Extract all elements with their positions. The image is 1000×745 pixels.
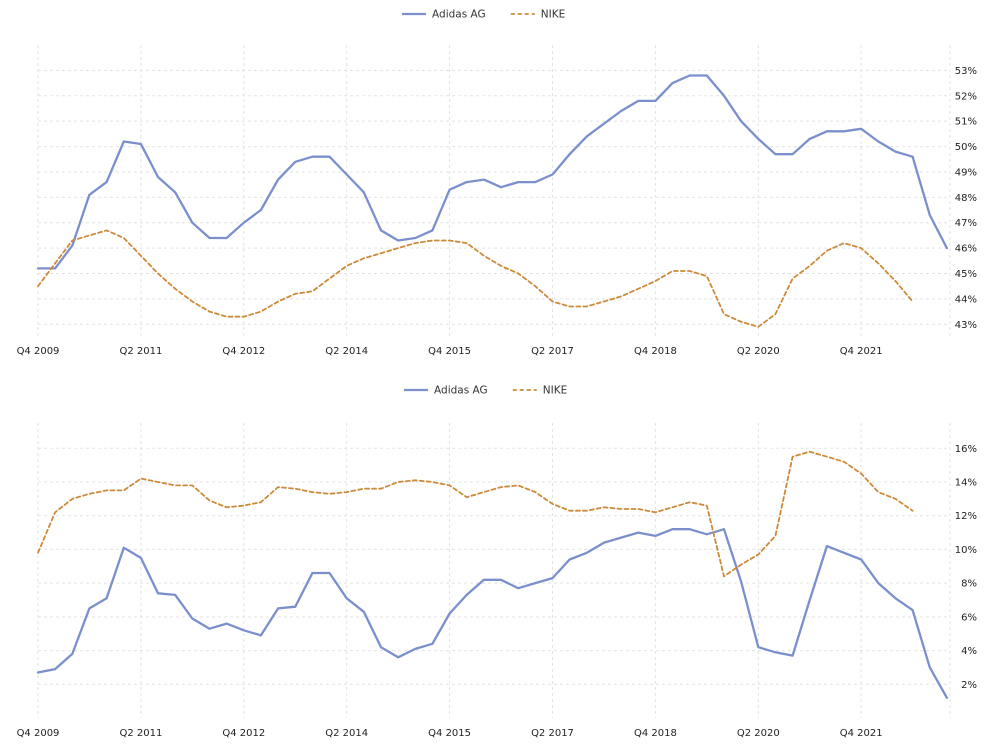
x-tick-label: Q4 2012 bbox=[222, 346, 265, 357]
x-tick-label: Q2 2014 bbox=[325, 728, 368, 739]
y-tick-label: 45% bbox=[955, 269, 977, 280]
series-line-nike bbox=[37, 229, 914, 328]
x-tick-label: Q4 2015 bbox=[428, 728, 471, 739]
x-tick-label: Q4 2012 bbox=[222, 728, 265, 739]
legend: Adidas AG NIKE bbox=[402, 9, 565, 21]
y-tick-label: 51% bbox=[955, 117, 977, 128]
x-tick-label: Q4 2015 bbox=[428, 346, 471, 357]
x-tick-label: Q4 2009 bbox=[17, 346, 60, 357]
x-tick-label: Q4 2021 bbox=[840, 346, 883, 357]
x-tick-label: Q4 2018 bbox=[634, 346, 677, 357]
y-tick-label: 52% bbox=[955, 91, 977, 102]
y-tick-label: 53% bbox=[955, 66, 977, 77]
y-tick-label: 14% bbox=[955, 478, 977, 489]
x-tick-label: Q2 2017 bbox=[531, 728, 574, 739]
x-tick-label: Q2 2020 bbox=[737, 728, 780, 739]
y-tick-label: 47% bbox=[955, 218, 977, 229]
y-tick-label: 48% bbox=[955, 193, 977, 204]
series-line-adidas-ag bbox=[36, 528, 949, 699]
y-tick-label: 46% bbox=[955, 244, 977, 255]
x-tick-label: Q4 2009 bbox=[17, 728, 60, 739]
y-tick-label: 2% bbox=[961, 680, 977, 691]
chart-panel-2: 2% 4% 6% 8% 10% 12% 14% 16% Q4 2009 Q2 2011 Q4 201… bbox=[17, 385, 977, 740]
y-tick-label: 49% bbox=[955, 167, 977, 178]
series-line-nike bbox=[37, 450, 914, 578]
y-tick-label: 50% bbox=[955, 142, 977, 153]
x-tick-label: Q4 2018 bbox=[634, 728, 677, 739]
y-tick-label: 4% bbox=[961, 646, 977, 657]
x-tick-label: Q4 2021 bbox=[840, 728, 883, 739]
chart-panel-1: 43% 44% 45% 46% 47% 48% 49% 50% 51% 52% 53% Q4 2009… bbox=[17, 9, 977, 358]
y-tick-label: 6% bbox=[961, 612, 977, 623]
y-tick-label: 43% bbox=[955, 320, 977, 331]
x-tick-label: Q2 2017 bbox=[531, 346, 574, 357]
legend-label-adidas-ag: Adidas AG bbox=[434, 385, 488, 397]
legend-label-nike: NIKE bbox=[541, 9, 565, 21]
y-tick-label: 8% bbox=[961, 579, 977, 590]
y-tick-label: 44% bbox=[955, 294, 977, 305]
legend-label-nike: NIKE bbox=[543, 385, 567, 397]
x-tick-label: Q2 2011 bbox=[119, 346, 162, 357]
y-tick-label: 16% bbox=[955, 444, 977, 455]
series-line-adidas-ag bbox=[36, 74, 949, 270]
x-tick-label: Q2 2020 bbox=[737, 346, 780, 357]
x-tick-label: Q2 2011 bbox=[119, 728, 162, 739]
x-tick-label: Q2 2014 bbox=[325, 346, 368, 357]
y-tick-label: 10% bbox=[955, 545, 977, 556]
legend-label-adidas-ag: Adidas AG bbox=[432, 9, 486, 21]
legend: Adidas AG NIKE bbox=[404, 385, 567, 397]
y-tick-label: 12% bbox=[955, 511, 977, 522]
